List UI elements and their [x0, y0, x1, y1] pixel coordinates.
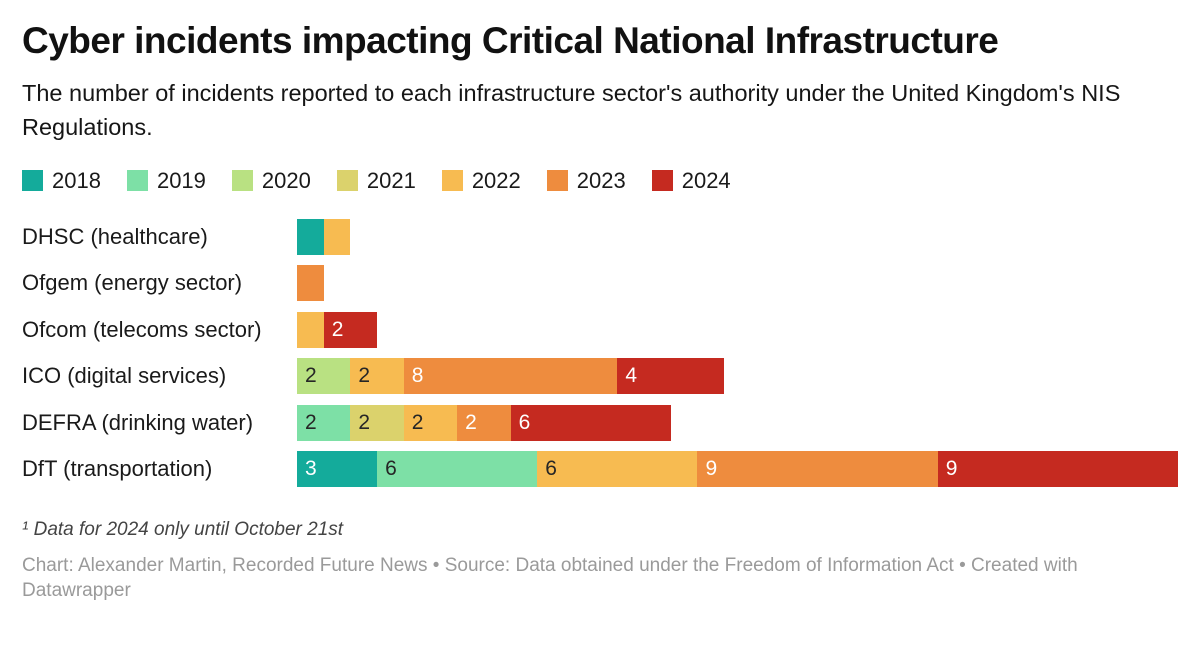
- bar-value-label: 4: [625, 364, 638, 388]
- bar-segment-2023: 2: [457, 404, 511, 441]
- bar-segment-2023: [297, 265, 324, 302]
- bar-segment-2022: [297, 311, 324, 348]
- row-label: Ofgem (energy sector): [22, 270, 243, 296]
- bar-segment-2022: [323, 218, 351, 255]
- chart-row: ICO (digital services) 2 2 8 4: [22, 353, 1178, 400]
- bar-segment-2024: 9: [937, 451, 1179, 488]
- legend-item-2024: 2024: [651, 167, 731, 194]
- bar-value-label: 9: [705, 457, 718, 481]
- bar-value-label: 9: [945, 457, 958, 481]
- bar-segment-2023: 8: [403, 358, 618, 395]
- legend-item-2019: 2019: [126, 167, 206, 194]
- legend-label: 2022: [471, 167, 521, 193]
- legend-item-2018: 2018: [22, 168, 101, 194]
- bar-value-label: 2: [411, 410, 424, 434]
- bar-segment-2018: 3: [297, 451, 378, 488]
- bar-segment-2021: 2: [350, 404, 404, 441]
- bar-value-label: 3: [305, 457, 317, 481]
- bar-segment-2022: 2: [403, 404, 458, 441]
- bar-segment-2024: 2: [323, 311, 378, 348]
- legend-swatch-2021: [336, 170, 358, 192]
- bar-stack: 2 2 8 4: [297, 358, 725, 395]
- bar-stack: 2: [297, 311, 378, 348]
- bar-segment-2022: 2: [350, 358, 404, 395]
- legend-swatch-2019: [126, 170, 148, 192]
- bar-value-label: 2: [358, 410, 371, 434]
- legend-item-2023: 2023: [546, 167, 626, 194]
- legend-item-2021: 2021: [336, 167, 416, 194]
- bar-segment-2024: 6: [510, 404, 671, 441]
- bar-segment-2019: 2: [297, 404, 351, 441]
- legend-label: 2019: [156, 167, 206, 193]
- bar-value-label: 8: [411, 364, 424, 388]
- chart-row: Ofgem (energy sector): [22, 260, 1178, 307]
- chart-row: DEFRA (drinking water) 2 2 2 2 6: [22, 400, 1178, 447]
- bar-segment-2023: 9: [697, 451, 938, 488]
- row-label: ICO (digital services): [22, 363, 227, 389]
- footnote: ¹ Data for 2024 only until October 21st: [22, 518, 344, 540]
- credit-line: Chart: Alexander Martin, Recorded Future…: [22, 554, 1078, 602]
- chart: DHSC (healthcare) Ofgem (energy sector) Of…: [22, 214, 1179, 493]
- row-label: Ofcom (telecoms sector): [22, 316, 262, 342]
- bar-value-label: 2: [331, 317, 344, 341]
- chart-subtitle: The number of incidents reported to each…: [22, 79, 1121, 140]
- legend-label: 2024: [681, 167, 731, 193]
- row-label: DEFRA (drinking water): [22, 409, 254, 435]
- legend-label: 2023: [576, 167, 626, 193]
- chart-row: DfT (transportation) 3 6 6 9 9: [22, 446, 1179, 493]
- bar-segment-2018: [297, 218, 324, 255]
- bar-stack: 2 2 2 2 6: [297, 404, 671, 441]
- chart-card: Cyber incidents impacting Critical Natio…: [22, 20, 1179, 602]
- legend-swatch-2022: [441, 170, 463, 192]
- bar-value-label: 6: [545, 457, 557, 481]
- legend-label: 2018: [52, 167, 101, 193]
- chart-row: DHSC (healthcare): [22, 214, 1178, 261]
- legend-swatch-2018: [22, 170, 43, 192]
- bar-value-label: 2: [465, 410, 477, 434]
- bar-value-label: 2: [305, 410, 317, 434]
- bar-segment-2022: 6: [537, 451, 698, 488]
- bar-stack: 3 6 6 9 9: [297, 451, 1179, 488]
- chart-title: Cyber incidents impacting Critical Natio…: [22, 20, 999, 61]
- bar-segment-2020: 2: [297, 358, 351, 395]
- bar-value-label: 6: [518, 410, 531, 434]
- legend-item-2022: 2022: [441, 167, 521, 194]
- bar-value-label: 2: [358, 364, 371, 388]
- row-label: DHSC (healthcare): [22, 223, 208, 249]
- bar-stack: [297, 218, 351, 255]
- bar-segment-2024: 4: [617, 358, 725, 395]
- legend-label: 2020: [261, 167, 311, 193]
- bar-value-label: 2: [305, 364, 317, 388]
- legend-swatch-2020: [231, 170, 253, 192]
- row-label: DfT (transportation): [22, 456, 213, 482]
- legend-label: 2021: [366, 167, 416, 193]
- legend-swatch-2024: [651, 170, 673, 192]
- bar-stack: [297, 265, 324, 302]
- legend-item-2020: 2020: [231, 167, 311, 194]
- bar-segment-2019: 6: [377, 451, 538, 488]
- legend-swatch-2023: [546, 170, 568, 192]
- bar-value-label: 6: [385, 457, 397, 481]
- chart-row: Ofcom (telecoms sector) 2: [22, 307, 1178, 354]
- legend: 2018 2019 2020 2021 2022 2023 2024: [22, 168, 1178, 194]
